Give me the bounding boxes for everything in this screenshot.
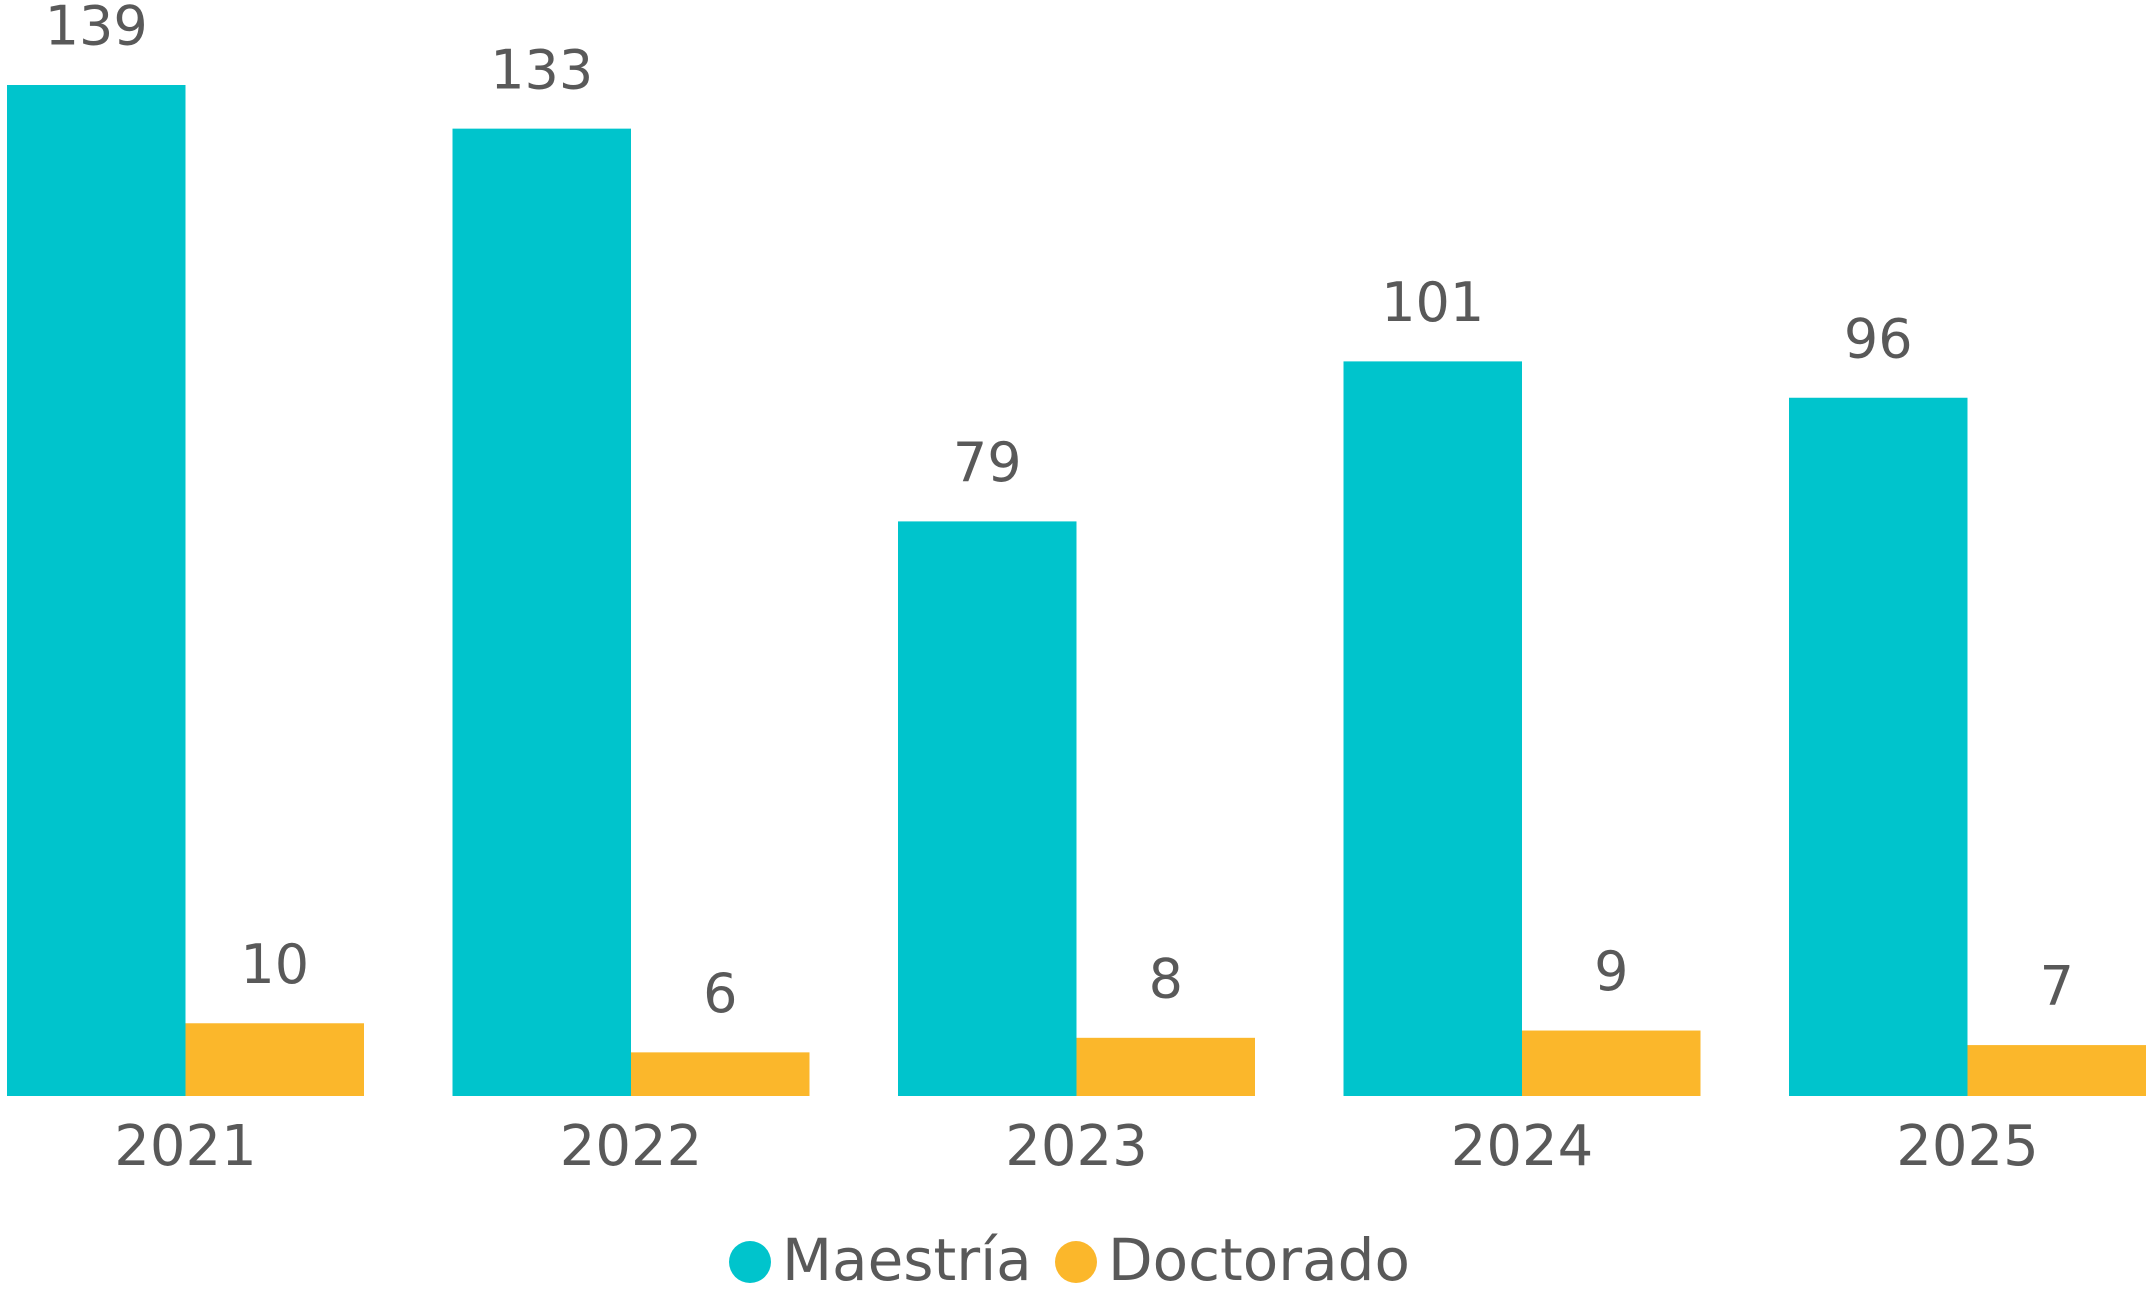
bar: [898, 521, 1077, 1096]
value-label: 10: [240, 933, 309, 996]
value-label: 139: [45, 0, 148, 58]
legend-marker: [729, 1241, 771, 1283]
bar: [1522, 1030, 1701, 1096]
x-tick-label: 2021: [114, 1114, 257, 1179]
legend-marker: [1055, 1241, 1097, 1283]
value-label: 9: [1594, 940, 1628, 1003]
legend-label: Doctorado: [1108, 1226, 1410, 1294]
value-label: 7: [2040, 955, 2074, 1018]
value-label: 133: [490, 38, 593, 101]
value-label: 101: [1381, 271, 1484, 334]
bar: [1343, 361, 1522, 1096]
bar: [1967, 1045, 2146, 1096]
bar: [1076, 1037, 1255, 1096]
value-label: 6: [703, 962, 737, 1025]
bar: [631, 1052, 810, 1096]
value-label: 79: [953, 431, 1022, 494]
value-label: 96: [1844, 307, 1913, 370]
value-label: 8: [1149, 947, 1183, 1010]
legend-label: Maestría: [782, 1226, 1032, 1294]
bar: [7, 85, 186, 1096]
x-tick-label: 2023: [1005, 1114, 1148, 1179]
bar: [185, 1023, 364, 1096]
bar: [452, 128, 631, 1097]
x-tick-label: 2024: [1451, 1114, 1594, 1179]
bar: [1789, 397, 1968, 1097]
x-tick-label: 2025: [1896, 1114, 2039, 1179]
x-tick-label: 2022: [560, 1114, 703, 1179]
